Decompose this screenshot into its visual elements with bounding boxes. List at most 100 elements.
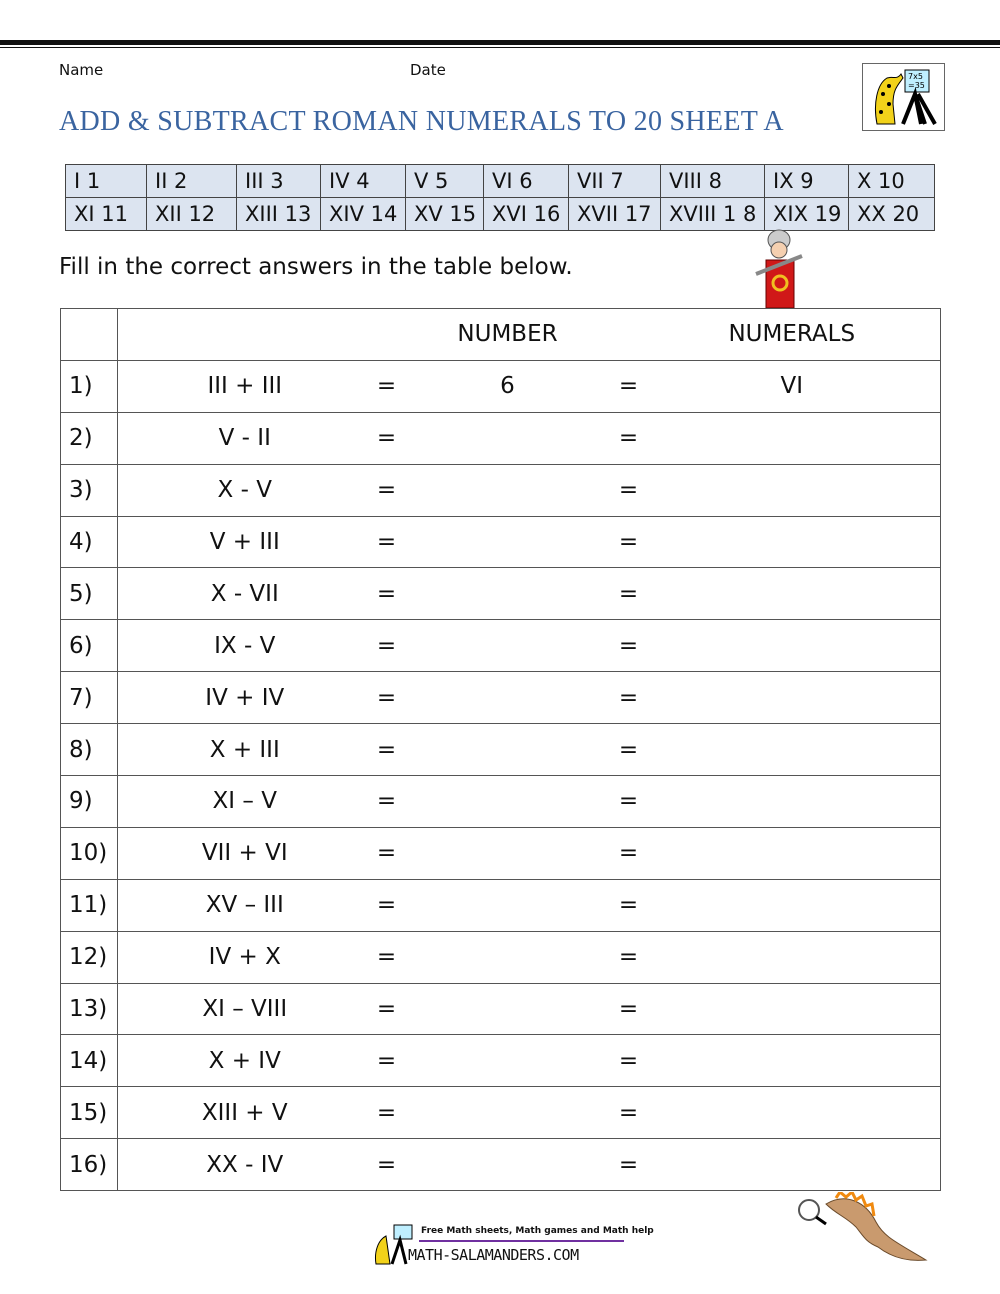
svg-text:=35: =35 bbox=[908, 81, 925, 90]
equals-sign: = bbox=[371, 878, 402, 932]
equals-sign: = bbox=[613, 775, 644, 828]
ref-cell: IV 4 bbox=[320, 164, 406, 198]
number-answer[interactable] bbox=[401, 619, 614, 673]
number-answer[interactable] bbox=[401, 723, 614, 777]
expression: IV + IV bbox=[117, 671, 372, 725]
number-answer[interactable] bbox=[401, 567, 614, 621]
equals-sign: = bbox=[613, 515, 644, 569]
equals-sign: = bbox=[613, 1034, 644, 1088]
numeral-answer[interactable] bbox=[643, 775, 941, 828]
numeral-answer[interactable] bbox=[643, 982, 941, 1036]
equals-sign: = bbox=[613, 411, 644, 465]
numeral-answer[interactable] bbox=[643, 619, 941, 673]
blank-header bbox=[60, 308, 118, 361]
numeral-answer[interactable] bbox=[643, 411, 941, 465]
date-label: Date bbox=[410, 61, 446, 79]
expression: V + III bbox=[117, 515, 372, 569]
number-answer[interactable] bbox=[401, 411, 614, 465]
number-header: NUMBER bbox=[401, 308, 614, 361]
number-answer[interactable]: 6 bbox=[401, 359, 614, 413]
numeral-answer[interactable] bbox=[643, 723, 941, 777]
equals-sign: = bbox=[371, 930, 402, 984]
expression: V - II bbox=[117, 411, 372, 465]
table-row: 9) XI – V = = bbox=[60, 775, 941, 828]
equals-sign: = bbox=[371, 463, 402, 517]
numeral-answer[interactable] bbox=[643, 930, 941, 984]
equals-sign: = bbox=[613, 463, 644, 517]
ref-cell: XIX 19 bbox=[764, 197, 849, 231]
number-answer[interactable] bbox=[401, 671, 614, 725]
numeral-answer[interactable] bbox=[643, 567, 941, 621]
number-answer[interactable] bbox=[401, 982, 614, 1036]
ref-cell: III 3 bbox=[236, 164, 321, 198]
row-number: 16) bbox=[60, 1138, 118, 1192]
equals-sign: = bbox=[371, 515, 402, 569]
equals-sign: = bbox=[371, 1138, 402, 1192]
numeral-answer[interactable] bbox=[643, 671, 941, 725]
table-row: 15) XIII + V = = bbox=[60, 1086, 941, 1140]
numeral-answer[interactable] bbox=[643, 515, 941, 569]
equals-sign: = bbox=[371, 775, 402, 828]
header-row: NUMBER NUMERALS bbox=[60, 308, 941, 361]
row-number: 9) bbox=[60, 775, 118, 828]
row-number: 1) bbox=[60, 359, 118, 413]
table-row: 11) XV – III = = bbox=[60, 878, 941, 932]
table-row: 6) IX - V = = bbox=[60, 619, 941, 673]
row-number: 12) bbox=[60, 930, 118, 984]
ref-cell: XX 20 bbox=[848, 197, 935, 231]
equals-sign: = bbox=[613, 1086, 644, 1140]
row-number: 11) bbox=[60, 878, 118, 932]
instructions: Fill in the correct answers in the table… bbox=[59, 254, 573, 280]
numeral-answer[interactable] bbox=[643, 878, 941, 932]
row-number: 3) bbox=[60, 463, 118, 517]
number-answer[interactable] bbox=[401, 1138, 614, 1192]
ref-cell: II 2 bbox=[146, 164, 237, 198]
equals-sign: = bbox=[613, 878, 644, 932]
numeral-answer[interactable]: VI bbox=[643, 359, 941, 413]
numeral-answer[interactable] bbox=[643, 826, 941, 880]
top-rule-thin bbox=[0, 47, 1000, 48]
number-answer[interactable] bbox=[401, 515, 614, 569]
table-row: 10) VII + VI = = bbox=[60, 826, 941, 880]
row-number: 13) bbox=[60, 982, 118, 1036]
table-row: 12) IV + X = = bbox=[60, 930, 941, 984]
row-number: 8) bbox=[60, 723, 118, 777]
number-answer[interactable] bbox=[401, 930, 614, 984]
ref-cell: XI 11 bbox=[65, 197, 147, 231]
name-label: Name bbox=[59, 61, 104, 79]
expression: XX - IV bbox=[117, 1138, 372, 1192]
ref-cell: XVII 17 bbox=[568, 197, 661, 231]
numeral-answer[interactable] bbox=[643, 1086, 941, 1140]
equals-sign: = bbox=[371, 1034, 402, 1088]
row-number: 4) bbox=[60, 515, 118, 569]
expression: X - VII bbox=[117, 567, 372, 621]
table-row: 7) IV + IV = = bbox=[60, 671, 941, 725]
expression: XIII + V bbox=[117, 1086, 372, 1140]
number-answer[interactable] bbox=[401, 775, 614, 828]
equals-sign: = bbox=[613, 1138, 644, 1192]
row-number: 15) bbox=[60, 1086, 118, 1140]
top-rule bbox=[0, 40, 1000, 45]
ref-cell: XVI 16 bbox=[483, 197, 569, 231]
number-answer[interactable] bbox=[401, 878, 614, 932]
footer-site: MATH-SALAMANDERS.COM bbox=[408, 1246, 579, 1264]
table-row: 5) X - VII = = bbox=[60, 567, 941, 621]
equals-sign: = bbox=[613, 671, 644, 725]
numeral-answer[interactable] bbox=[643, 1138, 941, 1192]
salamander-magnifier-icon bbox=[796, 1189, 936, 1267]
table-row: 1) III + III = 6 = VI bbox=[60, 359, 941, 413]
table-row: 13) XI – VIII = = bbox=[60, 982, 941, 1036]
row-number: 2) bbox=[60, 411, 118, 465]
numeral-answer[interactable] bbox=[643, 463, 941, 517]
table-row: 16) XX - IV = = bbox=[60, 1138, 941, 1192]
ref-cell: XII 12 bbox=[146, 197, 237, 231]
number-answer[interactable] bbox=[401, 826, 614, 880]
number-answer[interactable] bbox=[401, 1034, 614, 1088]
equals-sign: = bbox=[371, 982, 402, 1036]
number-answer[interactable] bbox=[401, 463, 614, 517]
answer-table: NUMBER NUMERALS 1) III + III = 6 = VI 2) V - II… bbox=[60, 308, 941, 1192]
row-number: 10) bbox=[60, 826, 118, 880]
number-answer[interactable] bbox=[401, 1086, 614, 1140]
numeral-answer[interactable] bbox=[643, 1034, 941, 1088]
table-row: 14) X + IV = = bbox=[60, 1034, 941, 1088]
